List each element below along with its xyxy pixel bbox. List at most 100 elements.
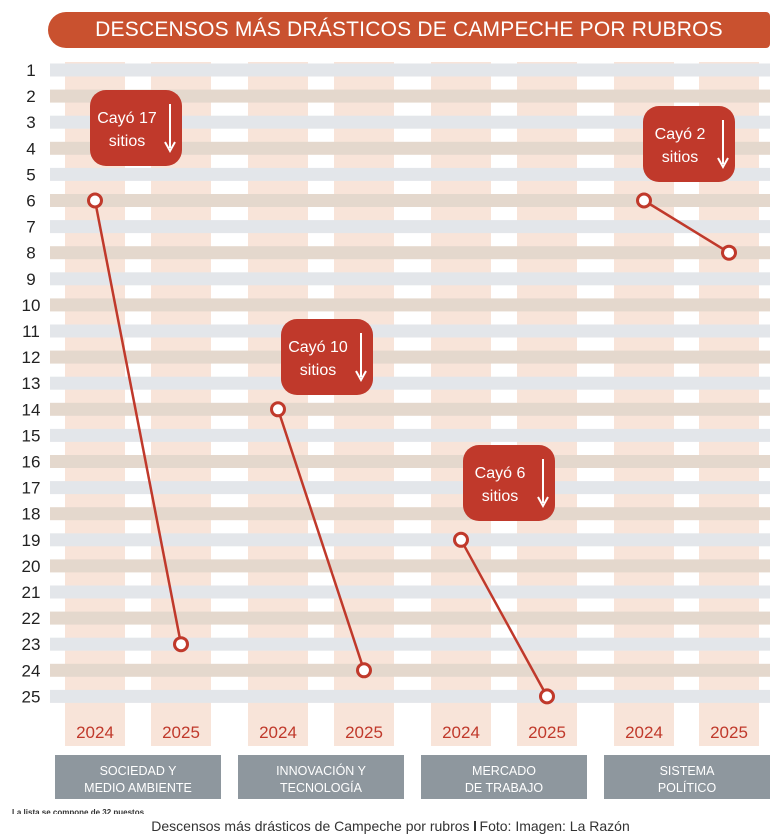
drop-callout: Cayó 2 sitios	[643, 106, 735, 182]
footnote: La lista se compone de 32 puestos	[12, 808, 145, 814]
caption-separator	[473, 821, 476, 831]
rank-tick-label: 6	[26, 192, 35, 211]
rank-band	[50, 689, 770, 703]
rank-tick-label: 21	[22, 583, 41, 602]
chart-title: DESCENSOS MÁS DRÁSTICOS DE CAMPECHE POR …	[48, 12, 770, 48]
down-arrow-head-icon	[355, 370, 367, 383]
year-label: 2024	[442, 723, 480, 742]
series-line	[459, 539, 549, 698]
rank-tick-label: 23	[22, 635, 41, 654]
rank-band	[50, 428, 770, 442]
rank-band	[50, 194, 770, 207]
rank-band	[50, 246, 770, 260]
rank-tick-label: 8	[26, 244, 35, 263]
rank-tick-label: 19	[22, 531, 41, 550]
rank-tick-label: 17	[22, 479, 41, 498]
rank-tick-label: 7	[26, 218, 35, 237]
rank-band	[50, 585, 770, 599]
rank-tick-label: 24	[22, 661, 41, 680]
year-label: 2024	[259, 723, 297, 742]
callout-value: Cayó 6	[475, 465, 526, 482]
rank-tick-label: 2	[26, 87, 35, 106]
data-point	[636, 192, 652, 209]
series-line	[643, 199, 730, 254]
callout-unit: sitios	[300, 362, 336, 379]
callout-box	[90, 90, 182, 166]
rank-band	[50, 559, 770, 573]
callout-unit: sitios	[662, 149, 698, 166]
rank-tick-label: 3	[26, 113, 35, 132]
callout-unit: sitios	[482, 488, 518, 505]
drop-callout: Cayó 6 sitios	[463, 445, 555, 521]
rank-tick-label: 20	[22, 557, 41, 576]
rank-tick-label: 12	[22, 348, 41, 367]
callout-box	[643, 106, 735, 182]
data-point	[453, 531, 469, 548]
category-box	[604, 755, 770, 799]
rank-band	[50, 115, 770, 129]
down-arrow-head-icon	[164, 141, 176, 154]
category-label: TECNOLOGÍA	[280, 780, 363, 795]
callout-value: Cayó 2	[655, 126, 706, 143]
rank-band	[50, 507, 770, 521]
rank-band	[50, 350, 770, 364]
rank-band	[50, 272, 770, 286]
rank-band	[50, 533, 770, 547]
rank-tick-label: 18	[22, 505, 41, 524]
caption: Descensos más drásticos de Campeche por …	[0, 818, 781, 834]
rank-band	[50, 481, 770, 495]
data-point	[173, 636, 189, 653]
category-box	[421, 755, 587, 799]
category-label: SOCIEDAD Y	[100, 764, 178, 778]
rank-band	[50, 611, 770, 625]
rank-band	[50, 663, 770, 677]
down-arrow-head-icon	[717, 157, 729, 170]
rank-chart: 1234567891011121314151617181920212223242…	[22, 61, 770, 799]
rank-band	[50, 376, 770, 390]
rank-tick-label: 22	[22, 609, 41, 628]
rank-band	[50, 220, 770, 234]
category-box	[55, 755, 221, 799]
rank-band	[50, 324, 770, 338]
series-line	[276, 408, 366, 671]
data-point	[270, 401, 286, 418]
rank-band	[50, 141, 770, 155]
category-label: DE TRABAJO	[465, 781, 544, 795]
category-label: SISTEMA	[660, 764, 716, 778]
rank-tick-label: 15	[22, 426, 41, 445]
category-label: MEDIO AMBIENTE	[84, 781, 192, 795]
rank-tick-label: 25	[22, 687, 41, 706]
rank-band	[50, 455, 770, 468]
rank-tick-label: 1	[26, 61, 35, 80]
rank-band	[50, 402, 770, 416]
rank-tick-label: 13	[22, 374, 41, 393]
down-arrow-head-icon	[537, 496, 549, 509]
year-label: 2025	[528, 723, 566, 742]
callout-value: Cayó 10	[288, 339, 348, 356]
year-label: 2024	[76, 723, 114, 742]
category-label: MERCADO	[472, 764, 536, 778]
rank-band	[50, 89, 770, 103]
series-line	[93, 200, 183, 645]
data-point	[87, 192, 103, 209]
drop-callout: Cayó 17 sitios	[90, 90, 182, 166]
category-label: INNOVACIÓN Y	[276, 763, 366, 778]
year-label: 2025	[710, 723, 748, 742]
rank-band	[50, 63, 770, 77]
category-box	[238, 755, 404, 799]
category-label: POLÍTICO	[658, 780, 717, 795]
drop-callout: Cayó 10 sitios	[281, 319, 373, 395]
rank-band	[50, 637, 770, 651]
rank-tick-label: 11	[22, 322, 40, 341]
rank-tick-label: 16	[22, 453, 41, 472]
year-label: 2025	[162, 723, 200, 742]
callout-value: Cayó 17	[97, 110, 157, 127]
data-point	[356, 662, 372, 679]
callout-unit: sitios	[109, 133, 145, 150]
year-label: 2024	[625, 723, 663, 742]
rank-tick-label: 9	[26, 270, 35, 289]
callout-box	[463, 445, 555, 521]
caption-credit: Foto: Imagen: La Razón	[479, 818, 630, 834]
rank-tick-label: 4	[26, 139, 35, 158]
rank-tick-label: 14	[22, 400, 41, 419]
